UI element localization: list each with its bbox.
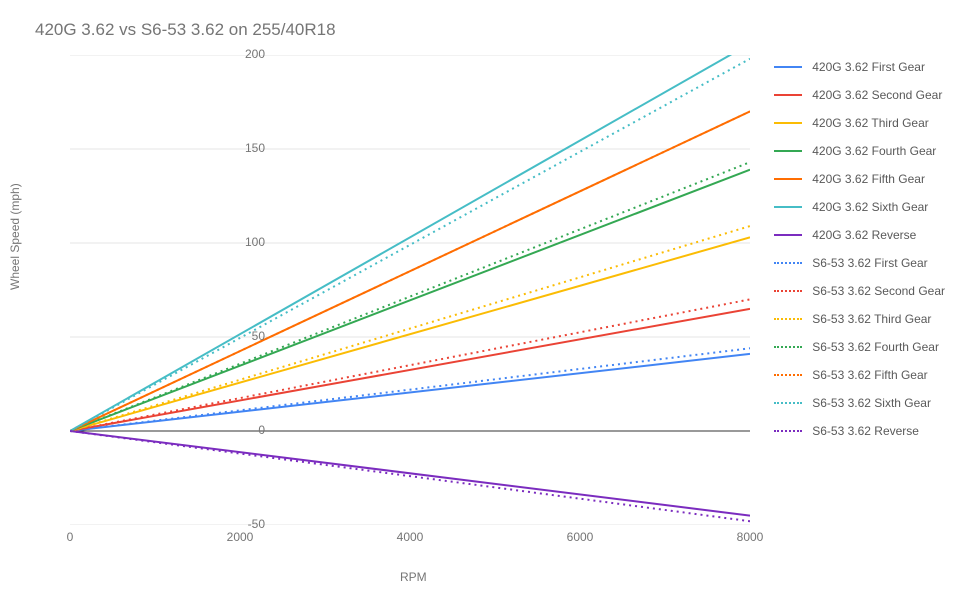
legend-label: S6-53 3.62 First Gear	[812, 256, 927, 270]
legend-marker	[774, 178, 802, 180]
legend-item[interactable]: 420G 3.62 Reverse	[774, 228, 945, 242]
legend-item[interactable]: S6-53 3.62 Fourth Gear	[774, 340, 945, 354]
legend-marker	[774, 318, 802, 320]
legend-label: 420G 3.62 Fourth Gear	[812, 144, 936, 158]
legend-marker	[774, 66, 802, 68]
y-tick-label: 50	[225, 329, 265, 343]
legend-label: 420G 3.62 Third Gear	[812, 116, 929, 130]
legend-marker	[774, 374, 802, 376]
legend-label: S6-53 3.62 Fourth Gear	[812, 340, 939, 354]
legend-item[interactable]: 420G 3.62 Fifth Gear	[774, 172, 945, 186]
series-line	[70, 309, 750, 431]
chart-title: 420G 3.62 vs S6-53 3.62 on 255/40R18	[35, 20, 336, 40]
legend-marker	[774, 290, 802, 292]
chart-container: 420G 3.62 vs S6-53 3.62 on 255/40R18 Whe…	[0, 0, 955, 591]
legend-marker	[774, 262, 802, 264]
legend-label: 420G 3.62 Fifth Gear	[812, 172, 925, 186]
x-tick-label: 2000	[227, 530, 254, 544]
legend-marker	[774, 430, 802, 432]
legend-marker	[774, 402, 802, 404]
legend-label: 420G 3.62 First Gear	[812, 60, 925, 74]
legend-marker	[774, 150, 802, 152]
legend-item[interactable]: S6-53 3.62 Fifth Gear	[774, 368, 945, 382]
y-tick-label: 150	[225, 141, 265, 155]
series-line	[70, 237, 750, 431]
series-line	[70, 226, 750, 431]
legend-marker	[774, 94, 802, 96]
legend-item[interactable]: S6-53 3.62 Reverse	[774, 424, 945, 438]
series-line	[70, 431, 750, 521]
y-tick-label: 0	[225, 423, 265, 437]
series-line	[70, 59, 750, 431]
chart-svg	[70, 55, 750, 525]
x-tick-label: 8000	[737, 530, 764, 544]
legend-marker	[774, 234, 802, 236]
legend-item[interactable]: 420G 3.62 Third Gear	[774, 116, 945, 130]
legend-item[interactable]: S6-53 3.62 Third Gear	[774, 312, 945, 326]
legend-item[interactable]: S6-53 3.62 Sixth Gear	[774, 396, 945, 410]
x-tick-label: 4000	[397, 530, 424, 544]
legend-label: S6-53 3.62 Reverse	[812, 424, 919, 438]
legend-item[interactable]: S6-53 3.62 First Gear	[774, 256, 945, 270]
series-line	[70, 348, 750, 431]
series-line	[70, 162, 750, 431]
legend-marker	[774, 346, 802, 348]
legend-marker	[774, 206, 802, 208]
y-axis-label: Wheel Speed (mph)	[8, 183, 22, 290]
legend-label: 420G 3.62 Second Gear	[812, 88, 942, 102]
y-tick-label: 200	[225, 47, 265, 61]
legend-item[interactable]: 420G 3.62 First Gear	[774, 60, 945, 74]
y-tick-label: 100	[225, 235, 265, 249]
legend-label: S6-53 3.62 Sixth Gear	[812, 396, 931, 410]
legend: 420G 3.62 First Gear 420G 3.62 Second Gea…	[774, 60, 945, 452]
x-tick-label: 6000	[567, 530, 594, 544]
legend-label: S6-53 3.62 Third Gear	[812, 312, 931, 326]
legend-label: 420G 3.62 Reverse	[812, 228, 916, 242]
legend-label: S6-53 3.62 Fifth Gear	[812, 368, 927, 382]
legend-item[interactable]: 420G 3.62 Second Gear	[774, 88, 945, 102]
plot-area	[70, 55, 750, 525]
x-tick-label: 0	[67, 530, 74, 544]
legend-item[interactable]: 420G 3.62 Fourth Gear	[774, 144, 945, 158]
legend-label: S6-53 3.62 Second Gear	[812, 284, 945, 298]
legend-item[interactable]: S6-53 3.62 Second Gear	[774, 284, 945, 298]
legend-marker	[774, 122, 802, 124]
x-axis-label: RPM	[400, 570, 427, 584]
y-tick-label: -50	[225, 517, 265, 531]
legend-label: 420G 3.62 Sixth Gear	[812, 200, 928, 214]
legend-item[interactable]: 420G 3.62 Sixth Gear	[774, 200, 945, 214]
